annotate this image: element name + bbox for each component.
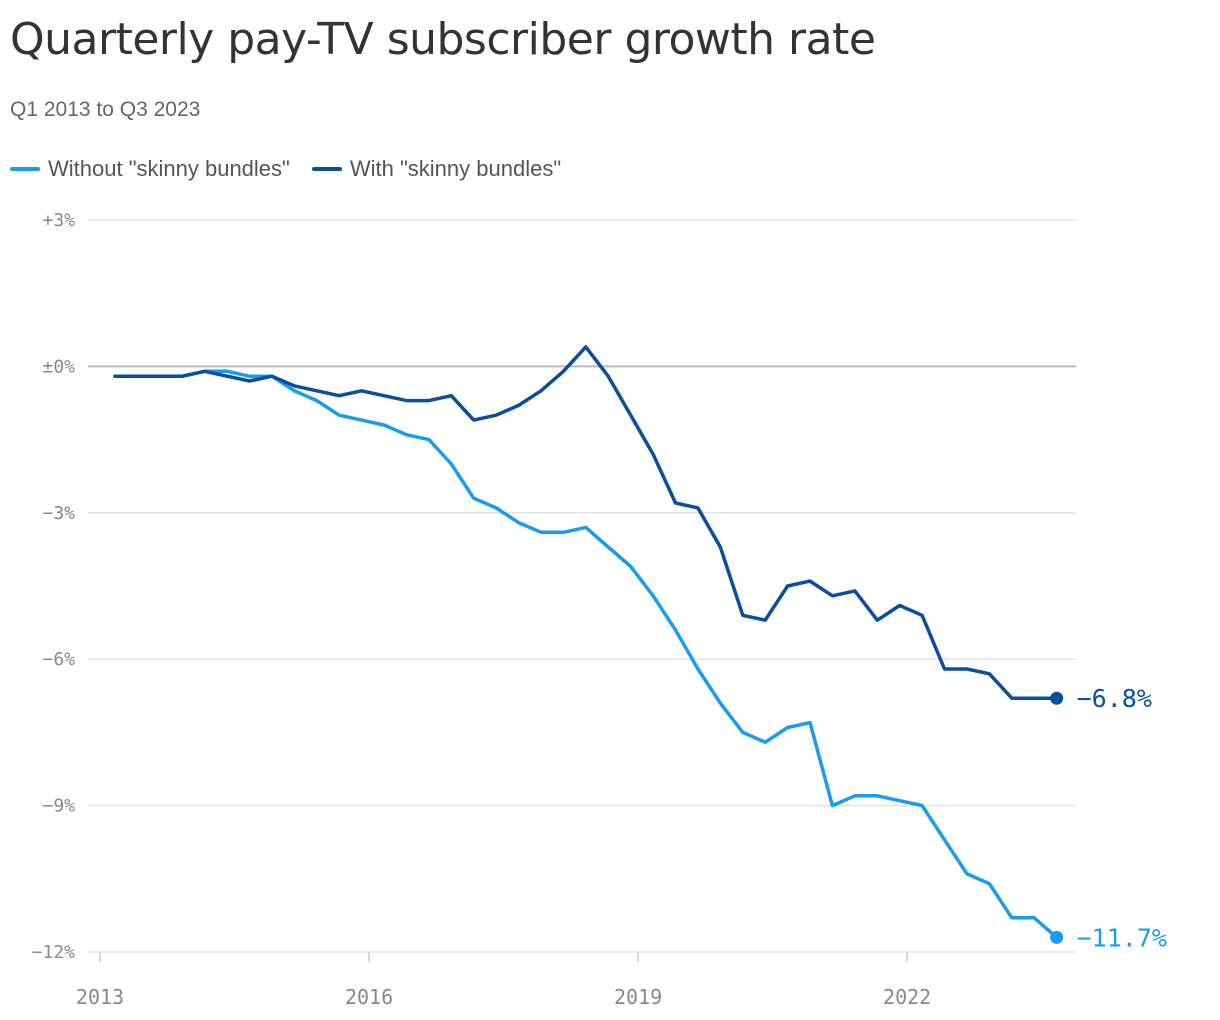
chart-title: Quarterly pay-TV subscriber growth rate — [10, 14, 876, 65]
series-end-point-1 — [1050, 691, 1064, 705]
series-end-label-1: −6.8% — [1077, 684, 1152, 713]
series-line-1 — [113, 345, 1059, 700]
series-end-point-0 — [1050, 930, 1064, 944]
series-end-label-0: −11.7% — [1077, 923, 1167, 952]
x-tick-label-3: 2022 — [883, 985, 931, 1009]
legend-swatch-without — [10, 167, 40, 171]
legend-item-with-skinny-bundles: With "skinny bundles" — [311, 156, 562, 182]
y-tick-label-0: +3% — [42, 210, 75, 231]
legend-label-with: With "skinny bundles" — [349, 156, 562, 181]
series-line-0 — [113, 369, 1059, 940]
legend-label-without: Without "skinny bundles" — [48, 156, 290, 181]
y-tick-label-4: −9% — [42, 796, 75, 817]
y-tick-label-2: −3% — [42, 503, 75, 524]
x-tick-label-1: 2016 — [345, 985, 393, 1009]
x-tick-label-0: 2013 — [76, 985, 124, 1009]
y-tick-label-1: ±0% — [42, 356, 75, 377]
legend-item-without-skinny-bundles: Without "skinny bundles" — [10, 156, 290, 182]
y-tick-label-3: −6% — [42, 649, 75, 670]
legend-swatch-with — [311, 167, 342, 171]
chart-subtitle: Q1 2013 to Q3 2023 — [10, 98, 201, 121]
chart-legend: Without "skinny bundles" With "skinny bu… — [10, 156, 583, 182]
x-tick-label-2: 2019 — [614, 985, 662, 1009]
y-tick-label-5: −12% — [32, 942, 76, 963]
